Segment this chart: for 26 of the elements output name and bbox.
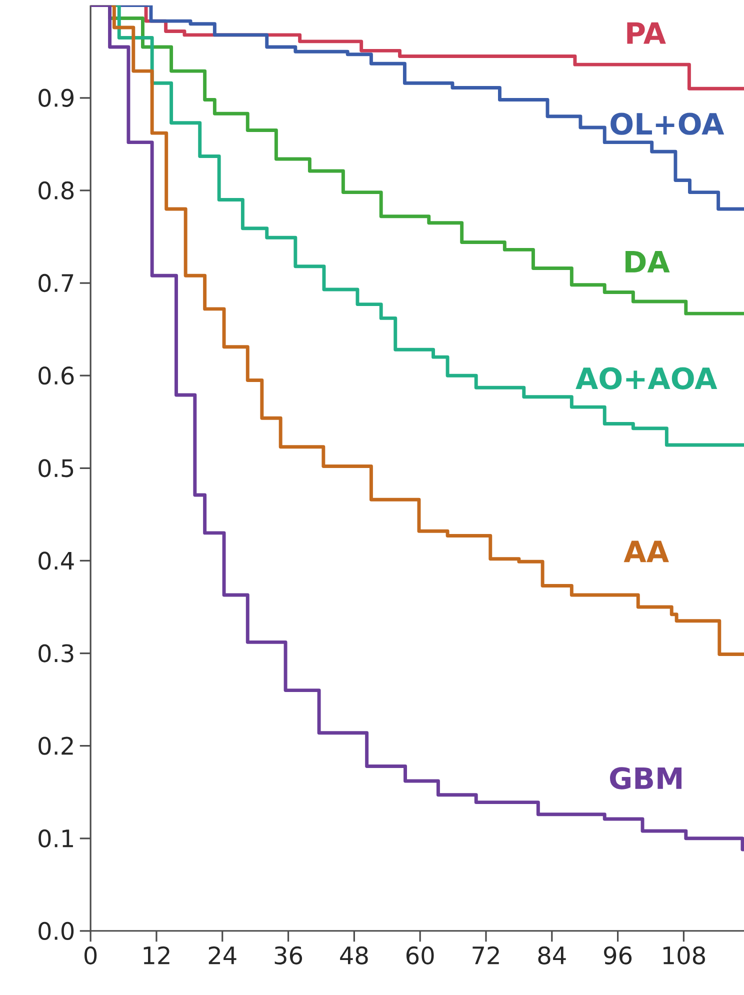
x-tick-label: 48 <box>340 946 368 965</box>
x-tick-label: 60 <box>406 946 434 965</box>
x-tick-label: 96 <box>604 946 632 965</box>
series-label: OL+OA <box>610 112 724 135</box>
y-tick-label: 0.6 <box>38 366 74 385</box>
x-tick-label: 108 <box>663 946 705 965</box>
y-tick-label: 0.8 <box>38 181 74 200</box>
y-tick-label: 0.1 <box>38 829 73 848</box>
series-label: GBM <box>610 767 682 790</box>
x-tick-label: 24 <box>208 946 236 964</box>
series-label: PA <box>627 22 666 44</box>
series-label: AA <box>624 540 669 562</box>
series-label: DA <box>625 251 670 272</box>
x-tick-label: 0 <box>84 946 96 965</box>
y-tick-label: 0.2 <box>38 736 73 755</box>
y-tick-label: 0.4 <box>38 552 74 570</box>
x-tick-label: 84 <box>538 946 566 965</box>
series-label: AO+AOA <box>575 367 718 390</box>
y-tick-label: 0.5 <box>38 459 73 478</box>
x-tick-label: 12 <box>144 946 170 964</box>
y-tick-label: 0.0 <box>38 922 74 940</box>
x-tick-label: 36 <box>274 946 302 965</box>
y-tick-label: 0.7 <box>38 274 73 292</box>
x-tick-label: 72 <box>472 946 499 964</box>
y-tick-label: 0.9 <box>38 88 74 107</box>
y-tick-label: 0.3 <box>38 644 74 662</box>
